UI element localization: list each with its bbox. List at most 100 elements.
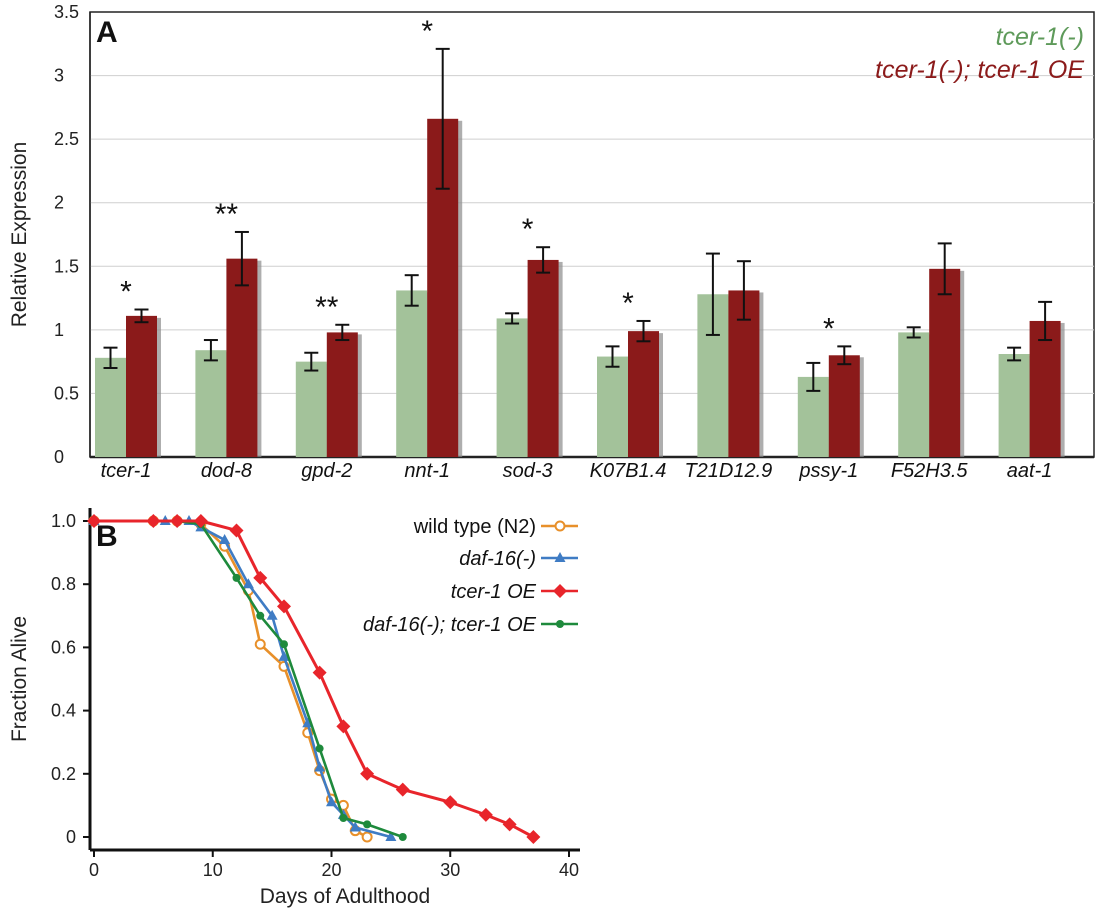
error-bar (906, 326, 921, 339)
data-point (229, 523, 244, 538)
y-tick-label: 0.8 (51, 574, 76, 594)
legend-entry: wild type (N2) (413, 516, 578, 538)
category-label: T21D12.9 (684, 460, 772, 482)
series-daf-16- (88, 515, 397, 841)
category-label: aat-1 (1007, 460, 1053, 482)
bar-tcer-1-oe-tcer-1 (126, 315, 157, 457)
data-point (266, 609, 278, 620)
data-point (253, 570, 268, 585)
data-point (242, 578, 254, 589)
category-label: dod-8 (201, 460, 252, 482)
category-label: nnt-1 (404, 460, 450, 482)
legend-marker (553, 584, 567, 598)
error-bar (1038, 300, 1053, 342)
data-point (312, 665, 327, 680)
error-bar (304, 351, 319, 372)
legend-entry: daf-16(-) (459, 548, 578, 570)
legend-label: wild type (N2) (413, 516, 536, 538)
y-tick-label: 3.5 (54, 2, 79, 22)
legend-label: daf-16(-); tcer-1 OE (363, 614, 537, 636)
error-bar (404, 274, 419, 307)
data-point (339, 814, 348, 823)
y-axis-title: Relative Expression (8, 142, 31, 328)
y-tick-label: 1.5 (54, 256, 79, 276)
legend-entry: tcer-1(-); tcer-1 OE (875, 56, 1084, 84)
x-axis-title: Days of Adulthood (260, 885, 430, 908)
data-point (361, 831, 373, 843)
error-bar (335, 323, 350, 342)
y-tick-label: 2 (54, 193, 64, 213)
x-tick-label: 30 (440, 860, 460, 880)
data-point (398, 833, 407, 841)
data-point (526, 830, 541, 844)
bar-tcer-1-oe-dod-8 (226, 258, 258, 457)
y-axis-title: Fraction Alive (8, 616, 31, 742)
error-bar (806, 361, 821, 392)
y-tick-label: 0.2 (51, 764, 76, 784)
bar-tcer-1-tcer-1 (95, 357, 126, 457)
data-point (385, 831, 397, 841)
panel-label-a: A (96, 16, 118, 49)
bar-tcer-1-oe-pssy-1 (828, 355, 860, 457)
category-label: F52H3.5 (891, 460, 969, 482)
x-tick-label: 0 (89, 860, 99, 880)
data-point (349, 821, 361, 832)
data-point (363, 820, 372, 829)
category-label: K07B1.4 (590, 460, 667, 482)
error-bar (736, 260, 751, 321)
data-point (277, 599, 291, 614)
bar-tcer-1-dod-8 (195, 350, 227, 457)
data-point (395, 782, 410, 797)
y-tick-label: 3 (54, 66, 64, 86)
x-tick-label: 20 (321, 860, 341, 880)
bar-tcer-1-oe-F52H3.5 (929, 268, 961, 457)
bar-tcer-1-oe-gpd-2 (326, 332, 358, 457)
data-point (193, 514, 208, 528)
legend-entry: tcer-1 OE (451, 581, 578, 603)
bar-tcer-1-sod-3 (496, 318, 528, 457)
error-bar (103, 346, 118, 369)
y-tick-label: 1.0 (51, 511, 76, 531)
legend-marker (554, 520, 566, 532)
error-bar (234, 230, 249, 287)
error-bar (937, 242, 952, 296)
y-tick-label: 0 (54, 447, 64, 467)
significance-marker: * (622, 287, 634, 320)
significance-marker: * (421, 15, 433, 48)
y-tick-label: 2.5 (54, 129, 79, 149)
data-point (314, 761, 326, 772)
bar-tcer-1-F52H3.5 (898, 332, 930, 457)
series-tcer-1-oe (87, 514, 541, 844)
error-bar (435, 47, 450, 190)
error-bar (1007, 346, 1022, 362)
bar-tcer-1-oe-aat-1 (1029, 320, 1061, 457)
series-line (94, 519, 392, 839)
category-label: tcer-1 (101, 460, 152, 482)
y-tick-label: 0.4 (51, 701, 76, 721)
significance-marker: ** (215, 198, 239, 231)
legend-label: daf-16(-) (459, 548, 536, 570)
panel-label-b: B (96, 520, 118, 553)
significance-marker: * (120, 276, 132, 309)
series-line (94, 519, 404, 839)
significance-marker: ** (315, 291, 339, 324)
data-point (170, 514, 185, 528)
error-bar (505, 312, 520, 325)
legend-label: tcer-1 OE (451, 581, 537, 603)
data-point (87, 514, 101, 528)
error-bar (536, 246, 551, 274)
legend-entry: daf-16(-); tcer-1 OE (363, 614, 578, 636)
bar-tcer-1-K07B1.4 (597, 356, 628, 457)
data-point (219, 533, 231, 544)
error-bar (837, 345, 852, 366)
error-bar (605, 345, 620, 368)
x-tick-label: 40 (559, 860, 579, 880)
bar-tcer-1-oe-K07B1.4 (628, 331, 659, 457)
bar-tcer-1-oe-sod-3 (527, 259, 559, 457)
data-point (315, 744, 324, 753)
data-point (478, 807, 493, 822)
category-label: sod-3 (503, 460, 553, 482)
y-tick-label: 1 (54, 320, 64, 340)
data-point (326, 796, 337, 807)
data-point (256, 611, 265, 620)
